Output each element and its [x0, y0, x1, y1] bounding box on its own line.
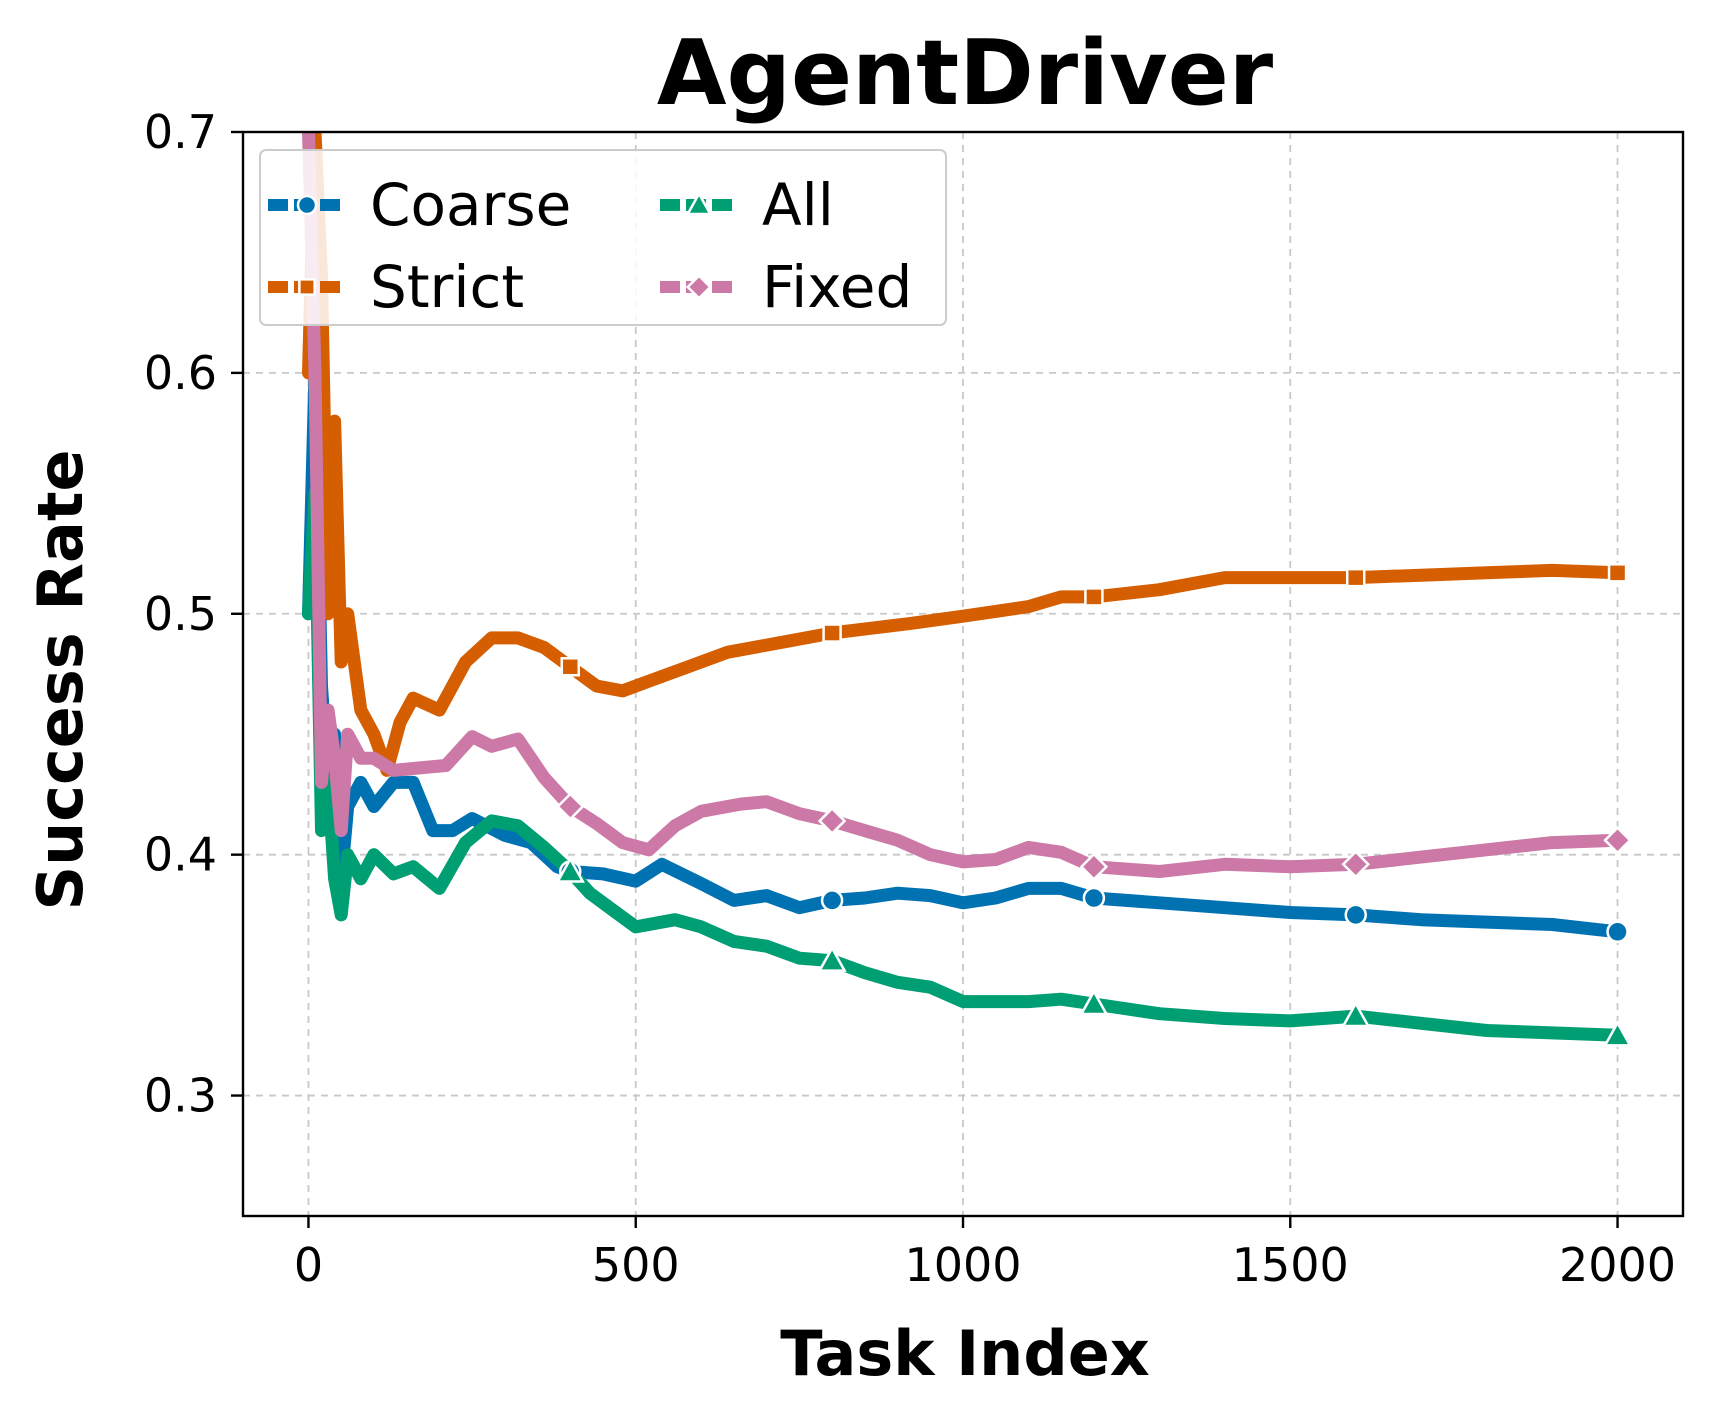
legend-marker: [296, 194, 318, 216]
series-line-all: [302, 486, 1624, 1042]
legend-label: Fixed: [762, 253, 912, 321]
series-marker-coarse: [1344, 903, 1367, 927]
x-tick-label: 500: [592, 1238, 680, 1292]
y-tick-label: 0.7: [144, 105, 217, 159]
series-marker-fixed: [1603, 825, 1632, 855]
series-marker-strict: [560, 657, 581, 677]
legend-box: [259, 149, 947, 326]
legend-marker: [685, 273, 713, 301]
legend-marker: [685, 191, 713, 216]
series-marker-all: [817, 945, 847, 972]
series-marker-strict: [1607, 563, 1628, 583]
series-marker-coarse: [1082, 886, 1106, 910]
series-line-strict: [302, 132, 1624, 777]
series-marker-coarse: [1606, 920, 1629, 944]
legend-label: Strict: [370, 253, 524, 321]
y-tick-label: 0.3: [144, 1069, 217, 1123]
series-marker-coarse: [820, 889, 844, 912]
series-marker-strict: [822, 623, 842, 643]
x-tick-label: 1000: [904, 1238, 1021, 1292]
legend-item-fixed: Fixed: [660, 253, 912, 321]
axis-ticks: 0 500 1000 1500 2000 0.3 0.4 0.5 0.6 0.7: [144, 105, 1676, 1292]
x-tick-label: 0: [294, 1238, 323, 1292]
chart-title: AgentDriver: [657, 21, 1274, 126]
legend: Coarse Strict All Fixed: [259, 149, 947, 326]
y-tick-label: 0.6: [144, 346, 217, 400]
series-layer: [302, 132, 1624, 1042]
series-line-fixed: [302, 132, 1624, 878]
series-marker-all: [1341, 1000, 1371, 1028]
marker-layer: [555, 563, 1633, 1047]
series-marker-strict: [1084, 587, 1104, 607]
series-marker-all: [555, 856, 585, 883]
legend-label: All: [762, 171, 834, 239]
x-axis-label: Task Index: [780, 1317, 1150, 1390]
series-marker-fixed: [817, 806, 847, 836]
x-tick-label: 1500: [1232, 1238, 1349, 1292]
series-marker-fixed: [556, 792, 585, 821]
series-marker-strict: [1345, 567, 1366, 588]
x-tick-label: 2000: [1559, 1238, 1676, 1292]
series-marker-all: [1602, 1020, 1633, 1047]
y-tick-label: 0.5: [144, 587, 217, 641]
legend-marker: [298, 278, 316, 296]
y-axis-label: Success Rate: [24, 449, 97, 910]
legend-item-coarse: Coarse: [268, 171, 571, 239]
y-tick-label: 0.4: [144, 828, 217, 882]
series-marker-fixed: [1341, 850, 1370, 879]
series-marker-fixed: [1079, 852, 1109, 881]
series-marker-all: [1079, 988, 1109, 1016]
series-line-coarse: [302, 366, 1624, 939]
legend-item-strict: Strict: [268, 253, 524, 321]
legend-item-all: All: [660, 171, 834, 239]
legend-label: Coarse: [370, 171, 571, 239]
